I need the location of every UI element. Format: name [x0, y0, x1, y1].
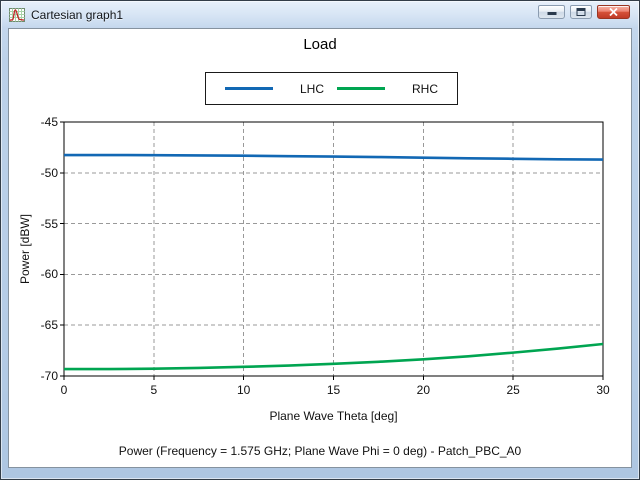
chart-title: Load	[303, 36, 337, 53]
maximize-icon	[576, 8, 586, 16]
x-tick-label: 5	[150, 383, 158, 397]
x-tick-label: 10	[236, 383, 251, 397]
window-titlebar[interactable]: Cartesian graph1	[0, 0, 640, 28]
legend-line-swatch	[224, 87, 273, 90]
chart-legend: LHC RHC	[205, 72, 458, 105]
legend-line-swatch	[337, 87, 385, 90]
x-tick-label: 20	[416, 383, 430, 397]
x-axis-title: Plane Wave Theta [deg]	[269, 409, 398, 423]
maximize-button[interactable]	[570, 5, 592, 19]
y-tick-label: -70	[40, 369, 58, 383]
legend-label: LHC	[299, 81, 324, 96]
legend-label: RHC	[412, 81, 438, 96]
close-button[interactable]	[597, 5, 630, 19]
x-tick-label: 15	[326, 383, 341, 397]
legend-entry-lhc: LHC	[224, 81, 324, 96]
y-tick-label: -45	[40, 115, 58, 129]
x-tick-label: 30	[596, 383, 610, 397]
window-controls	[538, 5, 630, 19]
x-tick-label: 25	[506, 383, 520, 397]
minimize-icon	[547, 12, 556, 15]
legend-entry-rhc: RHC	[337, 82, 438, 96]
close-icon	[609, 8, 618, 16]
y-tick-label: -65	[40, 318, 58, 333]
y-tick-label: -55	[40, 216, 58, 231]
cartesian-graph-icon	[9, 7, 25, 23]
window-title: Cartesian graph1	[31, 7, 124, 22]
y-tick-label: -60	[40, 267, 58, 282]
x-tick-label: 0	[60, 383, 68, 397]
chart-caption: Power (Frequency = 1.575 GHz; Plane Wave…	[118, 444, 522, 458]
y-tick-label: -50	[40, 165, 58, 180]
minimize-button[interactable]	[538, 5, 565, 19]
